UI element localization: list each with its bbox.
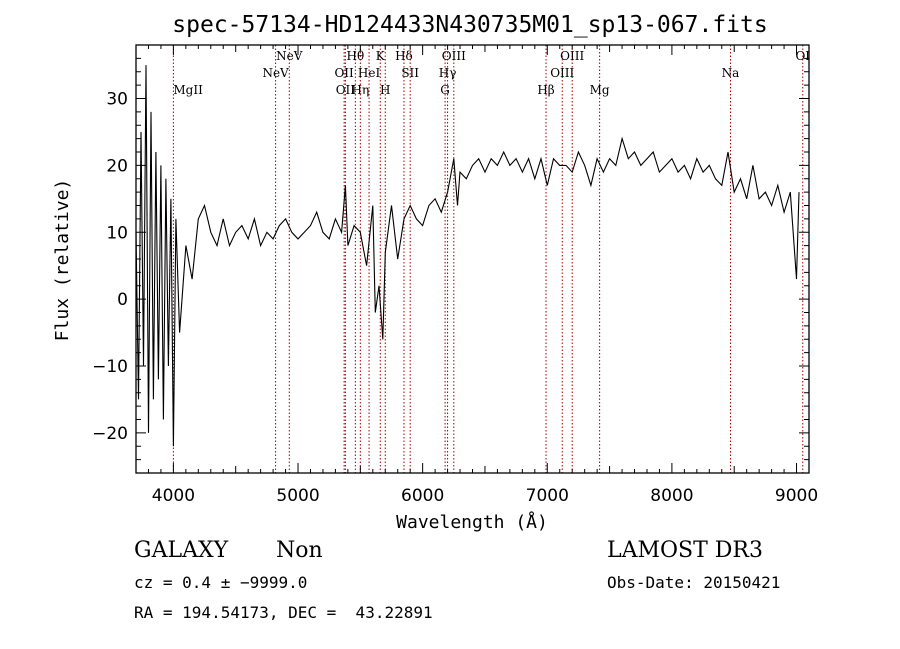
chart-title: spec-57134-HD124433N430735M01_sp13-067.f… xyxy=(172,12,767,38)
y-tick-label: 30 xyxy=(106,90,128,110)
x-tick-label: 5000 xyxy=(276,486,319,506)
y-tick-label: −20 xyxy=(92,424,128,444)
line-label-6: Hη xyxy=(352,83,370,97)
object-subclass: Non xyxy=(276,538,323,563)
line-label-14: OIII xyxy=(442,49,466,63)
y-tick-label: 0 xyxy=(117,290,128,310)
coordinates-readout: RA = 194.54173, DEC = 43.22891 xyxy=(134,603,433,622)
x-tick-label: 6000 xyxy=(401,486,444,506)
y-tick-label: 10 xyxy=(106,223,128,243)
line-label-5: Hθ xyxy=(346,49,364,63)
x-tick-label: 4000 xyxy=(152,486,195,506)
line-label-13: Hγ xyxy=(439,66,457,80)
y-tick-label: −10 xyxy=(92,357,128,377)
survey-name: LAMOST DR3 xyxy=(607,538,763,563)
line-label-0: MgII xyxy=(173,83,203,97)
plot-frame xyxy=(135,44,810,474)
line-label-17: OIII xyxy=(560,49,584,63)
line-label-12: G xyxy=(440,83,450,97)
line-label-3: OII xyxy=(334,66,354,80)
line-label-10: Hδ xyxy=(395,49,413,63)
x-tick-label: 7000 xyxy=(526,486,569,506)
line-label-1: NeV xyxy=(262,66,289,80)
line-label-2: NeV xyxy=(276,49,303,63)
x-tick-label: 9000 xyxy=(775,486,818,506)
line-label-16: OIII xyxy=(550,66,574,80)
line-label-15: Hβ xyxy=(537,83,554,97)
line-label-18: Mg xyxy=(590,83,610,97)
x-tick-label: 8000 xyxy=(650,486,693,506)
line-label-4: OII xyxy=(336,83,356,97)
x-axis-label: Wavelength (Å) xyxy=(396,511,548,533)
line-label-7: HeI xyxy=(358,66,381,80)
x-axis: 4000 5000 6000 7000 8000 9000 xyxy=(135,45,818,506)
object-class: GALAXY xyxy=(134,538,229,563)
emission-line-labels: MgII NeV NeV OII OII Hθ Hη HeI K H Hδ SII G Hγ OIII Hβ O… xyxy=(173,49,810,97)
line-label-19: Na xyxy=(722,66,740,80)
y-axis-label: Flux (relative) xyxy=(52,179,73,342)
line-label-9: H xyxy=(380,83,390,97)
line-label-8: K xyxy=(376,49,386,63)
spectrum-line xyxy=(135,65,800,447)
emission-line-markers xyxy=(172,45,804,473)
redshift-readout: cz = 0.4 ± −9999.0 xyxy=(134,573,308,592)
line-label-11: SII xyxy=(401,66,419,80)
y-tick-label: 20 xyxy=(106,156,128,176)
line-label-20: OI xyxy=(795,49,810,63)
observation-date: Obs-Date: 20150421 xyxy=(607,573,781,592)
y-axis: −20 −10 0 10 20 30 xyxy=(92,44,809,474)
